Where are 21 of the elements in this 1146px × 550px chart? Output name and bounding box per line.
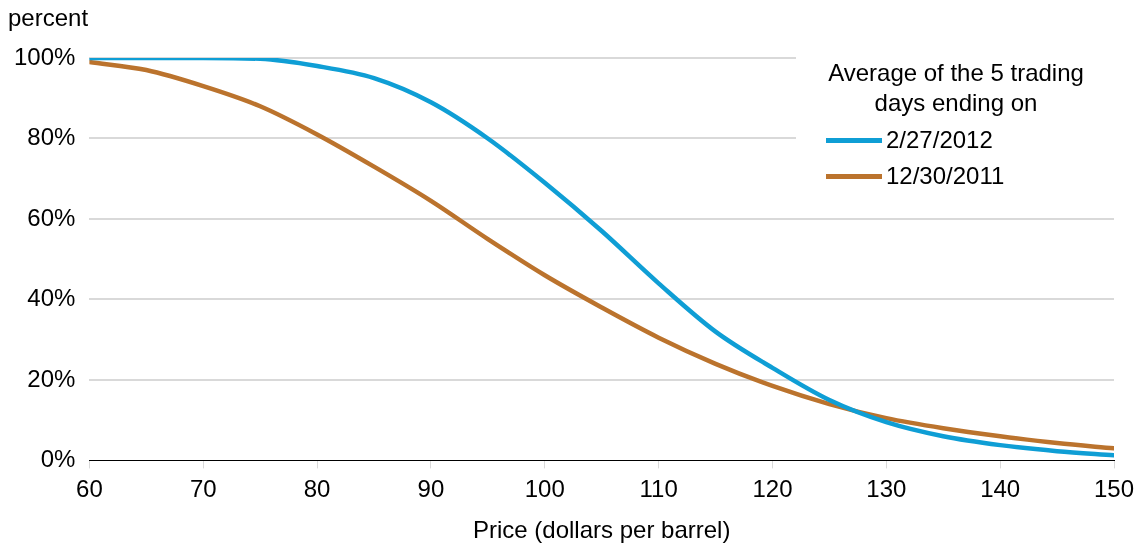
y-axis-title: percent bbox=[8, 4, 89, 32]
x-tick-label: 80 bbox=[303, 475, 331, 503]
x-tick-label: 100 bbox=[524, 475, 565, 503]
y-tick-label: 40% bbox=[27, 284, 76, 312]
x-tick-label: 130 bbox=[866, 475, 907, 503]
x-tick-label: 70 bbox=[189, 475, 217, 503]
x-tick-label: 120 bbox=[752, 475, 793, 503]
x-tick-label: 140 bbox=[980, 475, 1021, 503]
x-tick-label: 60 bbox=[76, 475, 103, 503]
y-tick-label: 60% bbox=[27, 203, 76, 231]
x-tick-label: 110 bbox=[639, 475, 678, 503]
y-tick-label: 80% bbox=[27, 123, 76, 151]
legend-label: 2/27/2012 bbox=[886, 126, 993, 154]
x-tick-label: 90 bbox=[417, 475, 445, 503]
legend-title: Average of the 5 trading days ending on bbox=[827, 58, 1085, 118]
y-tick-label: 20% bbox=[27, 364, 76, 392]
legend-label: 12/30/2011 bbox=[886, 162, 1005, 190]
x-tick-label: 150 bbox=[1093, 475, 1135, 503]
y-tick-label: 0% bbox=[40, 445, 76, 473]
y-tick-label: 100% bbox=[13, 42, 76, 70]
x-axis-title: Price (dollars per barrel) bbox=[472, 516, 731, 544]
